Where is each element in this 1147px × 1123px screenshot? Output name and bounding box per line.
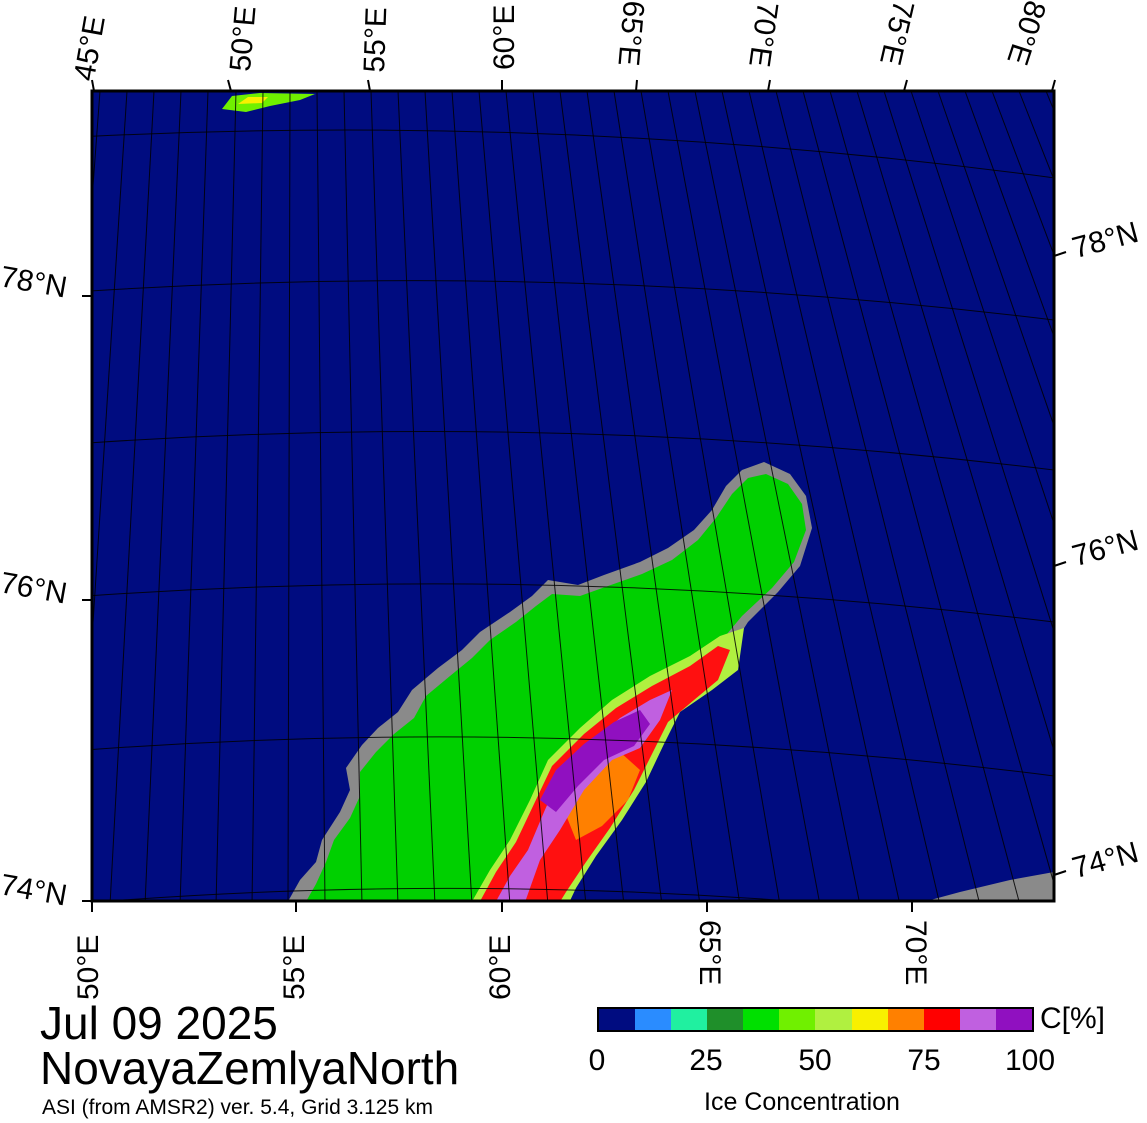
ice-purple — [540, 710, 650, 812]
colorbar-segment — [815, 1009, 852, 1030]
colorbar-segment — [671, 1009, 708, 1030]
colorbar-segment — [887, 1009, 924, 1030]
colorbar-tick: 75 — [907, 1044, 941, 1077]
colorbar-tick: 100 — [1004, 1044, 1056, 1077]
ice-patch-north — [222, 93, 315, 112]
colorbar-segment — [707, 1009, 744, 1030]
colorbar-tick: 0 — [588, 1044, 606, 1077]
top-lon-label: 50°E — [224, 4, 263, 73]
map-region: NovayaZemlyaNorth — [40, 1042, 460, 1094]
top-lon-label: 70°E — [742, 0, 784, 70]
bottom-lon-label: 55°E — [278, 934, 311, 1000]
colorbar-segment — [779, 1009, 816, 1030]
bottom-lon-label: 50°E — [72, 934, 105, 1000]
longitude-lines — [92, 91, 1054, 901]
map-frame — [90, 89, 1056, 903]
colorbar-unit: C[%] — [1040, 1002, 1106, 1035]
colorbar-segment — [635, 1009, 672, 1030]
colorbar-segment — [959, 1009, 996, 1030]
top-lon-label: 60°E — [488, 4, 521, 70]
bottom-lon-label: 60°E — [484, 934, 517, 1000]
colorbar-segment — [599, 1009, 636, 1030]
colorbar — [597, 1007, 1034, 1032]
latitude-lines — [92, 129, 1054, 901]
colorbar-title: Ice Concentration — [704, 1088, 900, 1116]
colorbar-segment — [923, 1009, 960, 1030]
map-date: Jul 09 2025 — [40, 997, 278, 1049]
top-lon-label: 55°E — [358, 6, 394, 74]
land-interior — [306, 474, 806, 901]
colorbar-segment — [743, 1009, 780, 1030]
top-lon-label: 65°E — [611, 0, 650, 68]
colorbar-segment — [851, 1009, 888, 1030]
ice-orange — [560, 752, 640, 840]
data-source: ASI (from AMSR2) ver. 5.4, Grid 3.125 km — [42, 1096, 433, 1119]
bottom-lon-label: 65°E — [693, 920, 726, 986]
ice-patch-north-core — [238, 97, 268, 104]
mainland-corner — [926, 872, 1054, 901]
colorbar-tick: 50 — [798, 1044, 832, 1077]
colorbar-segment — [995, 1009, 1032, 1030]
colorbar-tick: 25 — [689, 1044, 723, 1077]
tick-marks — [82, 79, 1067, 912]
bottom-lon-label: 70°E — [899, 920, 932, 986]
